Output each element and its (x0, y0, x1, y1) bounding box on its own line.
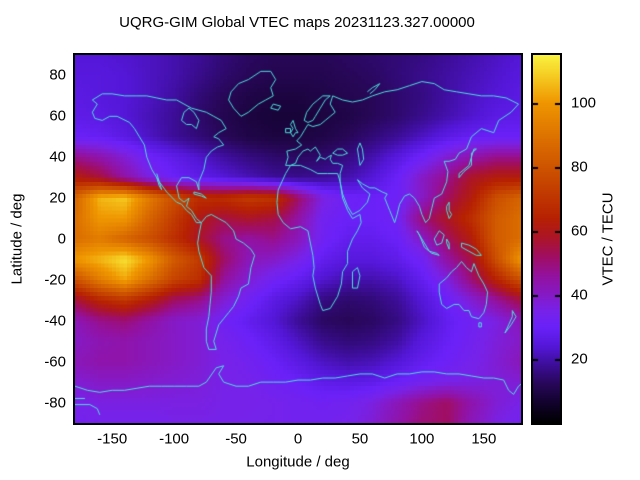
x-tick-label: 0 (293, 430, 303, 448)
x-tick-label: 150 (471, 430, 497, 448)
map-plot-area (73, 53, 523, 425)
x-tick-label: -50 (225, 430, 247, 448)
y-axis-label: Latitude / deg (8, 193, 26, 285)
coastline-overlay-canvas (75, 55, 521, 423)
colorbar-gradient-canvas (533, 55, 560, 423)
y-tick-label: -60 (44, 353, 66, 371)
x-tick-label: -100 (159, 430, 190, 448)
x-tick-label: 50 (351, 430, 369, 448)
y-tick-label: 0 (57, 230, 66, 248)
colorbar-tick-label: 80 (571, 158, 588, 176)
y-tick-label: -20 (44, 271, 66, 289)
colorbar-label: VTEC / TECU (599, 192, 617, 286)
x-tick-label: 100 (409, 430, 435, 448)
y-tick-label: -80 (44, 394, 66, 412)
chart-title: UQRG-GIM Global VTEC maps 20231123.327.0… (119, 14, 475, 31)
y-tick-label: 80 (49, 66, 66, 84)
x-tick-label: -150 (97, 430, 128, 448)
y-tick-label: -40 (44, 312, 66, 330)
y-tick-label: 60 (49, 107, 66, 125)
colorbar-tick-label: 60 (571, 222, 588, 240)
colorbar-tick-label: 20 (571, 350, 588, 368)
x-axis-label: Longitude / deg (246, 453, 350, 471)
y-tick-label: 20 (49, 189, 66, 207)
colorbar (531, 53, 562, 425)
colorbar-tick-label: 40 (571, 286, 588, 304)
y-tick-label: 40 (49, 148, 66, 166)
colorbar-tick-label: 100 (571, 94, 597, 112)
